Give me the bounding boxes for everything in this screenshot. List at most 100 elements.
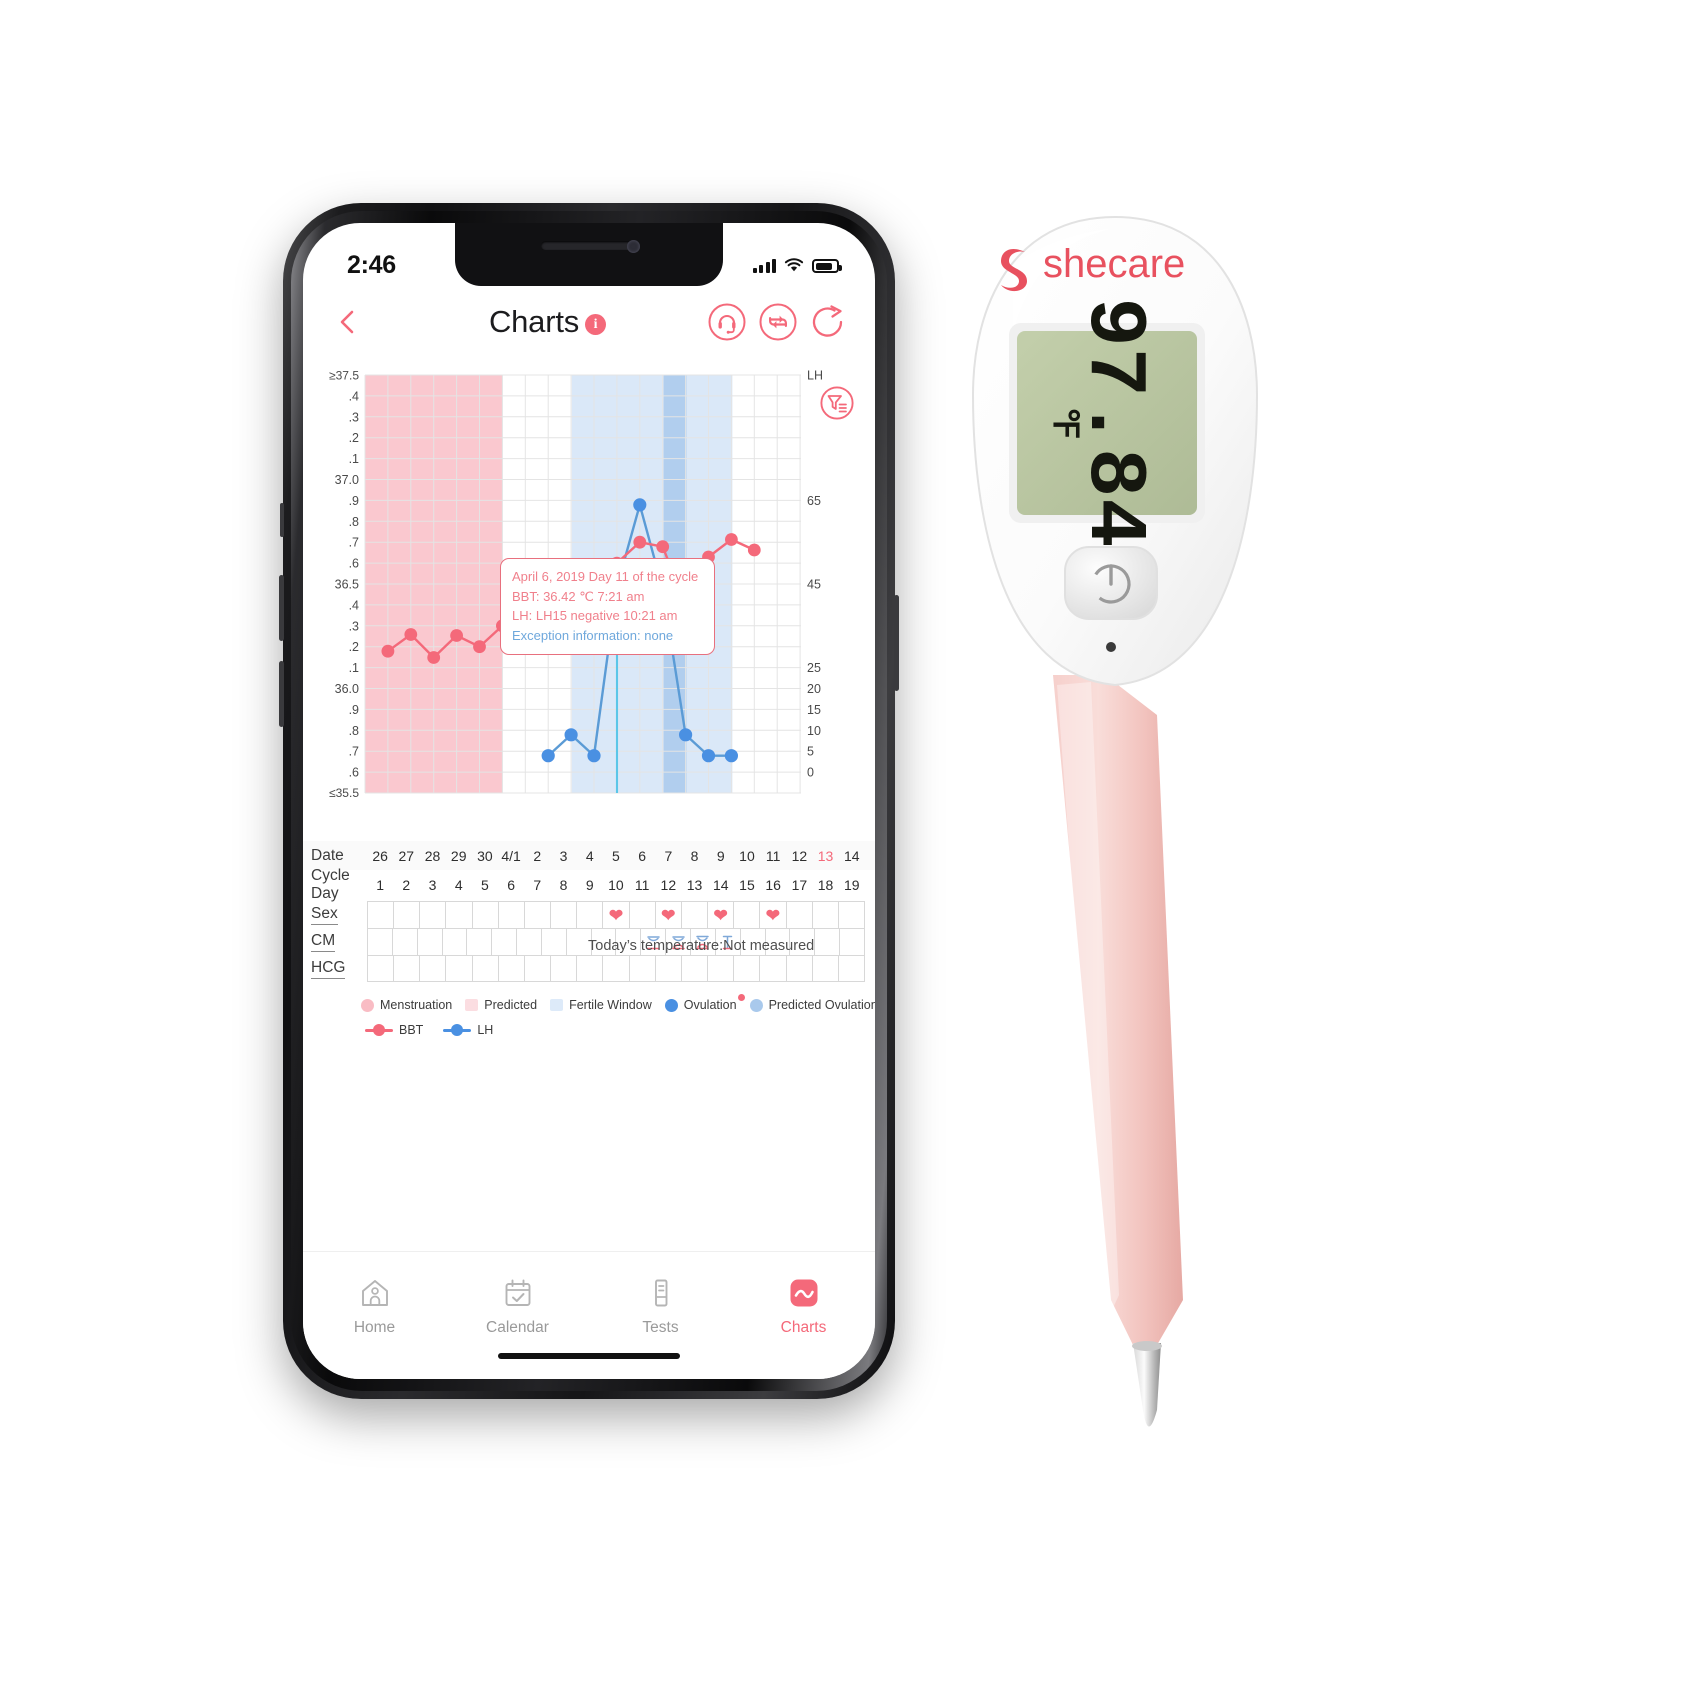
hcg-cell[interactable] [760,956,787,981]
support-headset-icon[interactable] [707,302,747,342]
date-cell[interactable]: 26 [372,847,388,864]
date-cell[interactable]: 8 [690,847,699,864]
sex-cell[interactable] [839,902,865,928]
tab-home[interactable]: Home [303,1276,446,1337]
home-indicator[interactable] [498,1353,680,1359]
sex-cell[interactable]: ❤ [760,902,787,928]
hcg-cells[interactable] [367,955,865,982]
cm-cell[interactable] [790,929,816,955]
date-cell[interactable]: 7 [664,847,673,864]
cm-cell[interactable] [641,929,667,955]
info-badge-icon[interactable]: i [585,314,607,335]
cm-cell[interactable] [716,929,741,955]
sex-cell[interactable] [787,902,813,928]
cycle-day-cell: 14 [712,876,729,893]
mute-switch[interactable] [280,503,284,537]
cm-cell[interactable] [666,929,691,955]
hcg-cell[interactable] [630,956,656,981]
chart-legend: Menstruation Predicted Fertile Window Ov… [361,994,875,1037]
bbt-lh-chart[interactable]: ≥37.5 .4 .3 .2 .1 37.0 .9 .8 .7 .6 36.5 … [303,363,875,954]
hcg-cell[interactable] [473,956,499,981]
cm-cell[interactable] [766,929,791,955]
date-cell-today[interactable]: 13 [817,847,834,864]
share-icon[interactable] [809,302,849,342]
date-cell[interactable]: 27 [398,847,415,864]
sex-cell[interactable] [682,902,709,928]
back-chevron-icon[interactable] [333,307,363,337]
hcg-cell[interactable] [525,956,552,981]
date-cell[interactable]: 4/1 [501,847,521,864]
hcg-cell[interactable] [420,956,447,981]
cm-cells[interactable] [367,928,865,955]
date-cell[interactable]: 5 [612,847,620,864]
sync-refresh-icon[interactable] [758,302,798,342]
sex-cell[interactable] [630,902,656,928]
sex-cell[interactable] [499,902,525,928]
sex-cell[interactable] [813,902,839,928]
hcg-cell[interactable] [708,956,735,981]
cm-cell[interactable] [492,929,518,955]
hcg-cell[interactable] [368,956,395,981]
tab-tests[interactable]: Tests [589,1276,732,1337]
hcg-cell[interactable] [813,956,839,981]
tab-charts[interactable]: Charts [732,1276,875,1337]
sex-cell[interactable] [473,902,499,928]
cm-cell[interactable] [567,929,592,955]
cm-cell[interactable] [443,929,468,955]
hcg-cell[interactable] [551,956,578,981]
sex-cell[interactable]: ❤ [603,902,630,928]
sex-cells[interactable]: ❤ ❤ ❤ ❤ [367,901,865,928]
date-cell[interactable]: 11 [765,847,781,864]
hcg-cell[interactable] [656,956,682,981]
date-cell[interactable]: 2 [533,847,542,864]
sex-cell[interactable]: ❤ [708,902,735,928]
sex-cell[interactable] [577,902,604,928]
date-cell[interactable]: 6 [638,847,647,864]
date-cell[interactable]: 9 [716,847,725,864]
cm-cell[interactable] [467,929,493,955]
date-cell[interactable]: 14 [843,847,860,864]
date-cell[interactable]: 10 [739,847,755,864]
date-cell[interactable]: 4 [585,847,594,864]
hcg-cell[interactable] [577,956,604,981]
hcg-cell[interactable] [446,956,473,981]
hcg-cell[interactable] [787,956,813,981]
date-cell[interactable]: 12 [791,847,808,864]
cm-cell[interactable] [840,929,865,955]
tab-calendar[interactable]: Calendar [446,1276,589,1337]
sex-cell[interactable] [551,902,578,928]
cm-cell[interactable] [418,929,443,955]
hcg-cell[interactable] [682,956,709,981]
cm-cell[interactable] [616,929,642,955]
hcg-cell[interactable] [734,956,761,981]
cm-cell[interactable] [691,929,716,955]
date-cell[interactable]: 29 [450,847,467,864]
sex-cell[interactable] [420,902,447,928]
cm-cell[interactable] [542,929,567,955]
volume-down-button[interactable] [279,661,284,727]
hcg-cell[interactable] [603,956,630,981]
filter-funnel-icon[interactable] [819,385,855,421]
cycle-day-cell: 17 [791,876,808,893]
sex-cell[interactable] [734,902,761,928]
power-button[interactable] [894,595,899,691]
cm-cell[interactable] [517,929,542,955]
hcg-cell[interactable] [839,956,865,981]
hcg-cell[interactable] [499,956,525,981]
date-cell[interactable]: 3 [559,847,568,864]
cm-cell[interactable] [741,929,766,955]
cm-cell[interactable] [592,929,617,955]
hcg-cell[interactable] [394,956,421,981]
volume-up-button[interactable] [279,575,284,641]
cm-cell[interactable] [368,929,393,955]
sex-cell[interactable] [446,902,473,928]
chart-tooltip[interactable]: April 6, 2019 Day 11 of the cycle BBT: 3… [500,558,715,655]
date-cell[interactable]: 30 [477,847,493,864]
sex-cell[interactable]: ❤ [656,902,682,928]
date-cell[interactable]: 28 [424,847,441,864]
cm-cell[interactable] [393,929,418,955]
sex-cell[interactable] [368,902,395,928]
cm-cell[interactable] [815,929,841,955]
sex-cell[interactable] [525,902,552,928]
sex-cell[interactable] [394,902,421,928]
